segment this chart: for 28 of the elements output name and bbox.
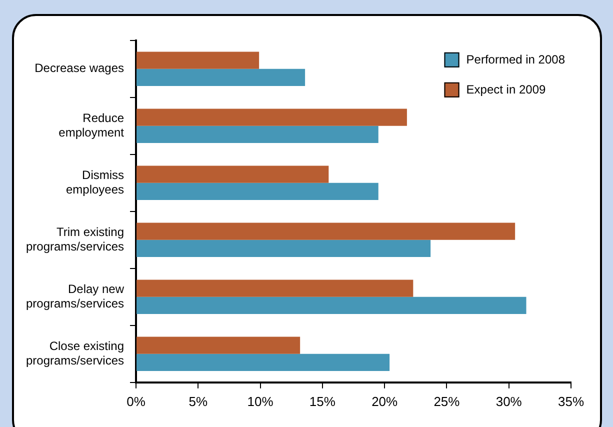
y-tick-label: Close existing programs/services — [26, 339, 124, 368]
legend-label: Performed in 2008 — [466, 52, 566, 67]
x-tick-label: 0% — [126, 394, 146, 409]
bar — [136, 240, 431, 257]
bar — [136, 296, 526, 314]
x-tick-label: 5% — [188, 394, 208, 409]
bar — [136, 126, 378, 143]
x-tick-label: 10% — [247, 394, 274, 409]
legend-label: Expect in 2009 — [466, 82, 546, 97]
x-tick-label: 20% — [372, 394, 398, 409]
x-tick-label: 15% — [309, 394, 336, 409]
y-tick-label: Trim existing programs/services — [26, 225, 124, 254]
bar — [136, 280, 414, 297]
x-tick-label: 35% — [558, 394, 584, 409]
x-tick-label: 25% — [434, 394, 460, 409]
y-tick-label: Reduce employment — [58, 111, 125, 140]
bar — [136, 336, 300, 354]
x-tick-label: 30% — [496, 394, 522, 409]
bar — [136, 354, 390, 371]
bar — [136, 68, 306, 86]
y-tick-label: Decrease wages — [34, 61, 124, 76]
y-tick-label: Delay new programs/services — [26, 282, 124, 310]
bar — [136, 52, 260, 69]
y-tick-label: Dismiss employees — [66, 168, 124, 196]
bar — [136, 182, 378, 200]
bar — [136, 166, 329, 183]
bar — [136, 222, 516, 240]
bar — [136, 108, 407, 126]
